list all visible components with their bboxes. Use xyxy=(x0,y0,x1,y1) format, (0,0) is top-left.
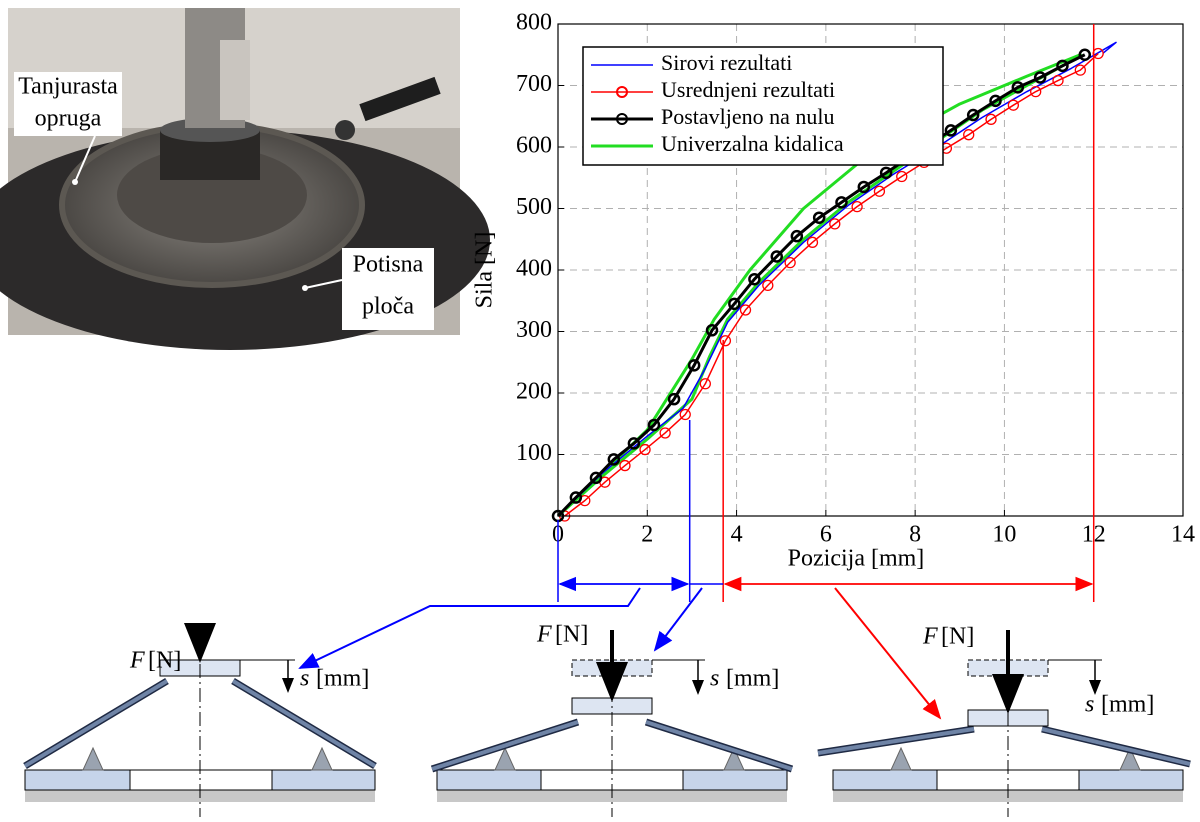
force-unit: [N] xyxy=(555,622,588,648)
legend-marker xyxy=(616,113,628,125)
data-point xyxy=(705,324,719,337)
data-point xyxy=(679,408,691,421)
x-tick-label: 4 xyxy=(731,522,743,548)
data-point xyxy=(719,335,732,347)
legend-label: Univerzalna kidalica xyxy=(661,131,844,156)
force-unit: [N] xyxy=(148,648,181,674)
y-tick-label: 700 xyxy=(516,71,552,97)
data-point xyxy=(1011,81,1025,94)
disp-symbol: s xyxy=(300,666,309,692)
diagram: F [N] s [mm] xyxy=(430,622,794,817)
data-point xyxy=(728,297,741,311)
legend-marker xyxy=(616,86,628,98)
data-point xyxy=(1007,99,1020,111)
data-point xyxy=(659,427,671,439)
y-tick-label: 300 xyxy=(516,317,552,343)
data-point xyxy=(1074,64,1086,76)
x-tick-label: 8 xyxy=(909,522,921,548)
disp-unit: [mm] xyxy=(726,666,779,692)
chart: 02468101214100200300400500600700800Sirov… xyxy=(516,10,1195,548)
data-point xyxy=(985,113,997,125)
legend-label: Usrednjeni rezultati xyxy=(661,77,835,102)
data-point xyxy=(851,201,863,213)
data-point xyxy=(762,279,774,292)
data-point xyxy=(1052,74,1064,87)
photo-label: Tanjurasta xyxy=(18,74,118,100)
data-point xyxy=(963,129,975,141)
data-line xyxy=(556,53,1082,518)
data-point xyxy=(748,272,761,286)
x-tick-label: 10 xyxy=(992,522,1016,548)
data-point xyxy=(589,471,603,485)
data-point xyxy=(806,236,819,248)
data-point xyxy=(812,211,826,224)
data-point xyxy=(879,166,893,180)
data-line xyxy=(557,41,1117,517)
photo-label: Potisna xyxy=(353,252,424,278)
data-point xyxy=(1078,48,1092,61)
data-point xyxy=(607,453,621,466)
x-tick-label: 2 xyxy=(641,522,653,548)
data-point xyxy=(873,185,886,197)
data-point xyxy=(569,491,583,504)
diagram: F [N] s [mm] xyxy=(23,623,377,817)
data-point xyxy=(790,229,804,243)
data-point xyxy=(687,359,701,372)
disp-unit: [mm] xyxy=(316,666,369,692)
data-point xyxy=(667,392,681,406)
force-symbol: F xyxy=(129,648,145,674)
y-tick-label: 600 xyxy=(516,133,552,159)
y-tick-label: 800 xyxy=(516,10,552,36)
diagram: F [N] s [mm] xyxy=(817,624,1191,817)
x-axis-label: Pozicija [mm] xyxy=(788,546,925,572)
data-point xyxy=(1033,71,1047,84)
data-point xyxy=(857,180,871,194)
plot-frame xyxy=(557,23,1184,517)
x-tick-label: 14 xyxy=(1171,522,1195,548)
legend-label: Sirovi rezultati xyxy=(661,50,792,75)
data-point xyxy=(944,124,958,137)
y-tick-label: 200 xyxy=(516,379,552,405)
data-point xyxy=(896,170,908,183)
data-point xyxy=(966,108,980,122)
data-point xyxy=(639,443,651,456)
y-tick-label: 500 xyxy=(516,194,552,220)
photo-label: opruga xyxy=(35,106,102,132)
force-symbol: F xyxy=(536,622,552,648)
data-point xyxy=(647,418,661,432)
data-point xyxy=(619,459,631,472)
pointer-arrow xyxy=(834,587,942,720)
disp-unit: [mm] xyxy=(1101,692,1154,718)
photo-label: ploča xyxy=(362,294,414,320)
pointer-arrow xyxy=(298,587,641,669)
force-symbol: F xyxy=(922,624,938,650)
data-point xyxy=(835,196,848,209)
data-point xyxy=(829,218,841,230)
disp-symbol: s xyxy=(1085,692,1094,718)
force-unit: [N] xyxy=(941,624,974,650)
y-tick-label: 400 xyxy=(516,256,552,282)
legend-label: Postavljeno na nulu xyxy=(661,104,835,129)
data-point xyxy=(989,94,1002,108)
data-point xyxy=(739,304,752,316)
data-point xyxy=(784,256,796,269)
data-point xyxy=(1030,86,1042,98)
x-tick-label: 6 xyxy=(820,522,832,548)
data-point xyxy=(627,437,641,450)
data-point xyxy=(770,250,783,263)
data-point xyxy=(1056,59,1069,73)
photo: Tanjurasta opruga Potisna ploča xyxy=(0,8,490,350)
y-tick-label: 100 xyxy=(516,440,552,466)
data-point xyxy=(699,378,711,390)
pointer-arrow xyxy=(653,587,703,652)
y-axis-label: Sila [N] xyxy=(472,232,498,309)
disp-symbol: s xyxy=(710,666,719,692)
